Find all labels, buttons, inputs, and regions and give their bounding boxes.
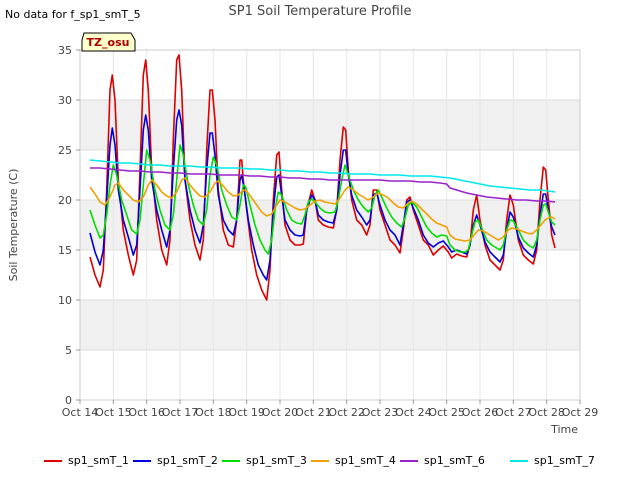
series-line-sp1_smT_3	[89, 144, 556, 255]
plot-band	[80, 100, 580, 150]
legend-label: sp1_smT_4	[335, 454, 396, 467]
x-tick-label: Oct 15	[95, 406, 132, 419]
x-tick-label: Oct 22	[328, 406, 365, 419]
x-tick-label: Oct 20	[262, 406, 299, 419]
x-tick-label: Oct 27	[495, 406, 532, 419]
y-tick-label: 5	[65, 344, 72, 357]
legend-swatch	[400, 460, 418, 462]
x-tick-label: Oct 16	[128, 406, 165, 419]
x-tick-label: Oct 25	[428, 406, 465, 419]
y-tick-label: 20	[58, 194, 72, 207]
series-line-sp1_smT_7	[89, 159, 556, 193]
series-line-sp1_smT_1	[89, 54, 556, 301]
site-badge-label: TZ_osu	[87, 36, 130, 49]
legend-label: sp1_smT_6	[424, 454, 485, 467]
y-tick-label: 35	[58, 44, 72, 57]
site-badge: TZ_osu	[81, 32, 136, 52]
legend-swatch	[510, 460, 528, 462]
x-tick-label: Oct 29	[562, 406, 599, 419]
legend-label: sp1_smT_3	[246, 454, 307, 467]
plot-band	[80, 300, 580, 350]
y-tick-label: 25	[58, 144, 72, 157]
y-tick-label: 0	[65, 394, 72, 407]
y-tick-label: 30	[58, 94, 72, 107]
x-tick-label: Oct 23	[362, 406, 399, 419]
series-line-sp1_smT_2	[89, 109, 556, 281]
legend-swatch	[44, 460, 62, 462]
x-tick-label: Oct 18	[195, 406, 232, 419]
legend-swatch	[133, 460, 151, 462]
x-axis-label: Time	[550, 423, 578, 436]
legend-label: sp1_smT_2	[157, 454, 218, 467]
y-tick-label: 10	[58, 294, 72, 307]
legend-label: sp1_smT_7	[534, 454, 595, 467]
no-data-note: No data for f_sp1_smT_5	[5, 8, 141, 21]
legend-swatch	[222, 460, 240, 462]
x-tick-label: Oct 21	[295, 406, 332, 419]
chart-title: SP1 Soil Temperature Profile	[229, 4, 412, 19]
chart-legend: sp1_smT_1 sp1_smT_2 sp1_smT_3 sp1_smT_4 sp1_…	[0, 452, 640, 472]
y-axis-label: Soil Temperature (C)	[7, 169, 20, 282]
x-tick-label: Oct 24	[395, 406, 432, 419]
x-tick-label: Oct 26	[462, 406, 499, 419]
x-tick-label: Oct 28	[528, 406, 565, 419]
x-tick-label: Oct 14	[62, 406, 99, 419]
x-tick-label: Oct 19	[228, 406, 265, 419]
plot-band	[80, 200, 580, 250]
legend-swatch	[311, 460, 329, 462]
legend-label: sp1_smT_1	[68, 454, 129, 467]
plot-background-bands	[80, 100, 580, 350]
plot-area-frame	[79, 49, 581, 401]
y-axis-ticks: 0 5 10 15 20 25 30 35	[58, 44, 80, 407]
series-lines	[89, 54, 556, 301]
x-tick-label: Oct 17	[162, 406, 199, 419]
series-line-sp1_smT_6	[90, 167, 556, 203]
series-line-sp1_smT_4	[89, 177, 556, 242]
y-tick-label: 15	[58, 244, 72, 257]
